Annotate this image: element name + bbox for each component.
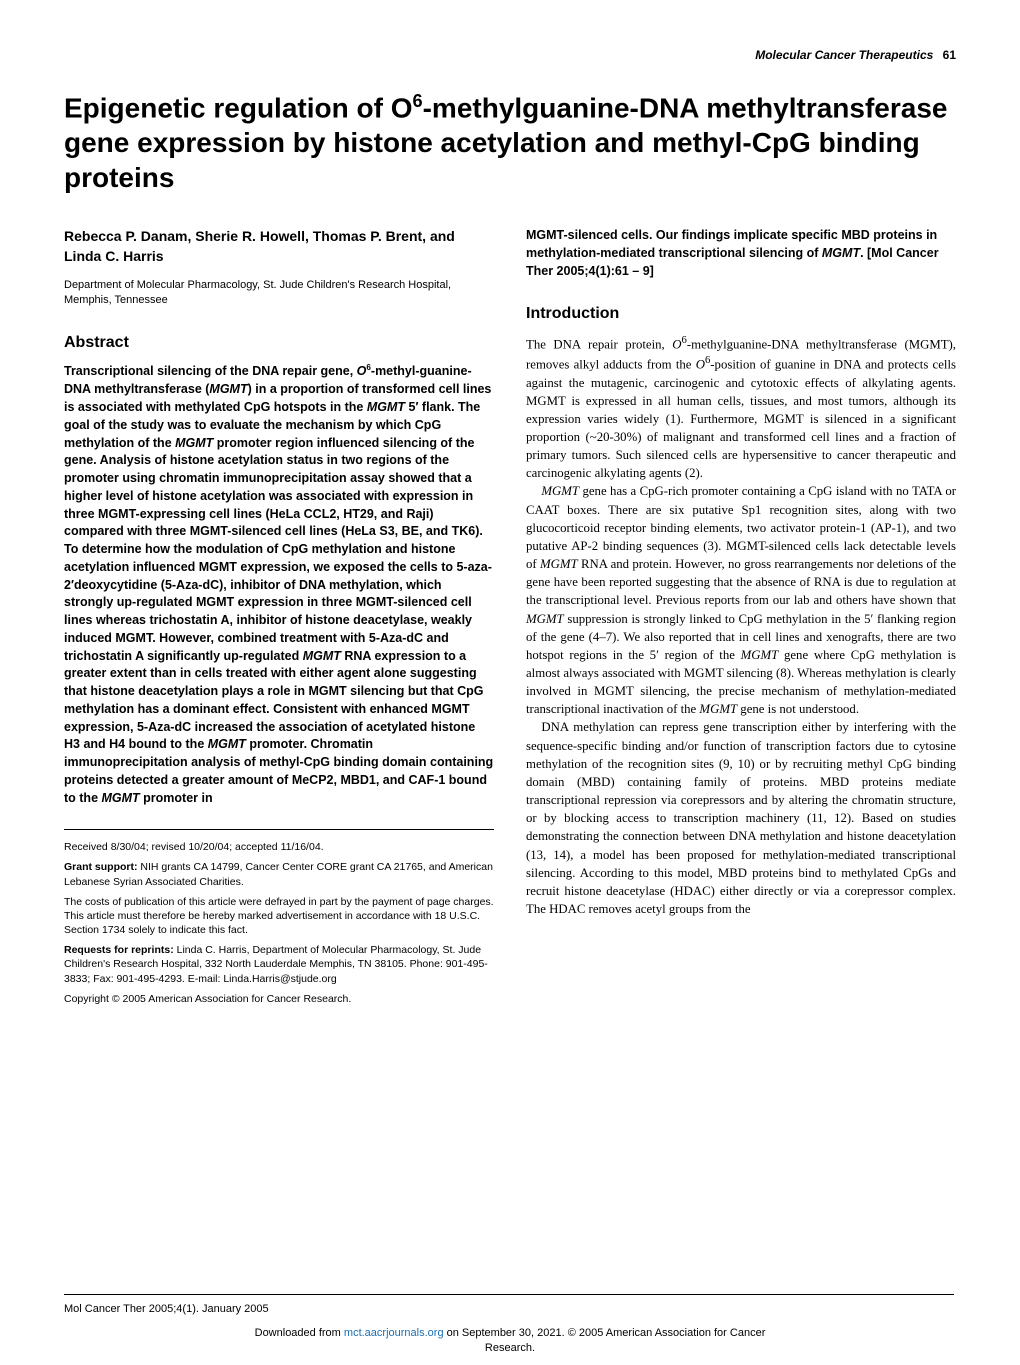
intro-paragraph-2: MGMT gene has a CpG-rich promoter contai… <box>526 482 956 718</box>
journal-name: Molecular Cancer Therapeutics <box>755 48 933 62</box>
footnote-separator <box>64 829 494 830</box>
footnote-costs: The costs of publication of this article… <box>64 895 494 938</box>
right-column: MGMT-silenced cells. Our findings implic… <box>526 227 956 1012</box>
author-list: Rebecca P. Danam, Sherie R. Howell, Thom… <box>64 227 494 266</box>
footnote-copyright: Copyright © 2005 American Association fo… <box>64 992 494 1006</box>
page-number: 61 <box>943 48 956 62</box>
footer-citation: Mol Cancer Ther 2005;4(1). January 2005 <box>64 1303 269 1315</box>
reprints-label: Requests for reprints: <box>64 944 174 956</box>
download-line2: Research. <box>485 1342 535 1354</box>
two-column-layout: Rebecca P. Danam, Sherie R. Howell, Thom… <box>64 227 956 1012</box>
abstract-body: Transcriptional silencing of the DNA rep… <box>64 362 494 807</box>
footnote-received: Received 8/30/04; revised 10/20/04; acce… <box>64 840 494 854</box>
running-head: Molecular Cancer Therapeutics 61 <box>64 48 956 62</box>
abstract-heading: Abstract <box>64 332 494 354</box>
abstract-continuation: MGMT-silenced cells. Our findings implic… <box>526 227 956 280</box>
download-link[interactable]: mct.aacrjournals.org <box>344 1327 444 1339</box>
grant-label: Grant support: <box>64 861 138 873</box>
footnote-grant: Grant support: NIH grants CA 14799, Canc… <box>64 860 494 888</box>
intro-paragraph-3: DNA methylation can repress gene transcr… <box>526 718 956 918</box>
introduction-body: The DNA repair protein, O6-methylguanine… <box>526 333 956 919</box>
download-note: Downloaded from mct.aacrjournals.org on … <box>0 1326 1020 1355</box>
intro-paragraph-1: The DNA repair protein, O6-methylguanine… <box>526 333 956 483</box>
download-suffix: on September 30, 2021. © 2005 American A… <box>444 1327 766 1339</box>
footnote-reprints: Requests for reprints: Linda C. Harris, … <box>64 943 494 986</box>
introduction-heading: Introduction <box>526 303 956 325</box>
article-title: Epigenetic regulation of O6-methylguanin… <box>64 90 956 195</box>
affiliation: Department of Molecular Pharmacology, St… <box>64 278 494 308</box>
footnotes: Received 8/30/04; revised 10/20/04; acce… <box>64 840 494 1006</box>
left-column: Rebecca P. Danam, Sherie R. Howell, Thom… <box>64 227 494 1012</box>
footer-separator <box>64 1294 954 1295</box>
download-prefix: Downloaded from <box>255 1327 344 1339</box>
